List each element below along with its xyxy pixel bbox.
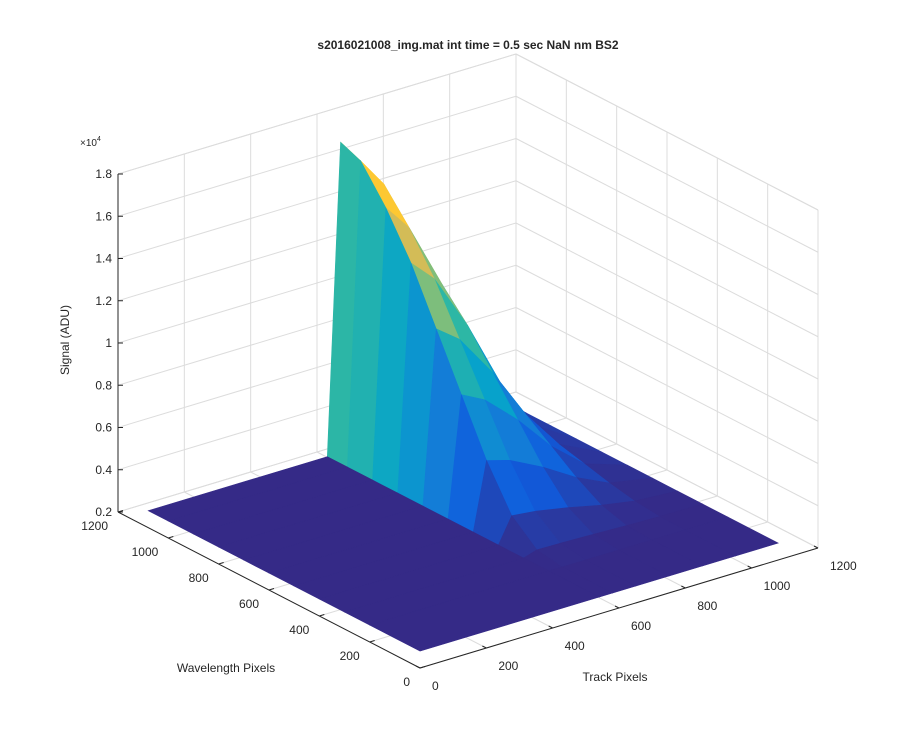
- z-tick-label: 0.8: [95, 378, 112, 392]
- y-axis-title: Wavelength Pixels: [177, 661, 275, 675]
- x-tick: [681, 585, 686, 589]
- y-tick: [168, 536, 174, 539]
- x-tick: [415, 665, 421, 669]
- y-tick-label: 1200: [81, 519, 108, 533]
- z-exponent-power: 4: [97, 136, 101, 143]
- x-tick-label: 1200: [830, 559, 857, 573]
- y-tick-label: 200: [340, 649, 360, 663]
- grid-line: [515, 95, 819, 253]
- grid-line: [117, 138, 517, 259]
- z-tick-label: 1.4: [95, 252, 112, 266]
- y-tick-label: 800: [189, 571, 209, 585]
- grid-line: [515, 349, 819, 507]
- grid-line: [515, 222, 819, 380]
- z-tick-label: 0.6: [95, 421, 112, 435]
- x-tick-label: 400: [565, 639, 585, 653]
- y-tick: [218, 562, 224, 565]
- y-tick: [268, 588, 275, 591]
- grid-line: [117, 264, 517, 386]
- y-tick-label: 600: [239, 597, 259, 611]
- grid-line: [117, 222, 517, 344]
- z-tick-label: 0.4: [95, 463, 112, 477]
- x-tick: [548, 625, 553, 629]
- z-exponent: ×104: [80, 136, 101, 149]
- z-tick-label: 1.6: [95, 209, 112, 223]
- y-tick-label: 400: [289, 623, 309, 637]
- grid-line: [515, 391, 819, 549]
- chart-title: s2016021008_img.mat int time = 0.5 sec N…: [317, 38, 618, 52]
- x-tick-label: 800: [697, 599, 717, 613]
- box-edge: [515, 53, 819, 211]
- x-tick-label: 600: [631, 619, 651, 633]
- z-axis-title: Signal (ADU): [58, 305, 72, 375]
- grid-line: [515, 264, 819, 422]
- grid-line: [515, 138, 819, 295]
- x-tick: [614, 605, 620, 609]
- y-tick: [369, 640, 375, 643]
- box-edge: [117, 53, 517, 175]
- y-tick-label: 0: [403, 675, 410, 689]
- z-tick-label: 1: [105, 336, 112, 350]
- x-axis-title: Track Pixels: [583, 670, 648, 684]
- grid-line: [117, 180, 517, 302]
- x-tick-label: 200: [498, 659, 518, 673]
- x-tick: [482, 645, 487, 649]
- y-tick: [117, 510, 124, 513]
- y-tick-label: 1000: [132, 545, 159, 559]
- x-tick: [747, 565, 752, 569]
- z-tick-label: 1.2: [95, 294, 112, 308]
- x-tick-label: 1000: [764, 579, 791, 593]
- z-exponent-base: ×10: [80, 138, 97, 149]
- y-tick: [419, 666, 426, 669]
- grid-line: [117, 95, 517, 217]
- x-tick: [813, 545, 819, 549]
- y-tick: [319, 614, 325, 617]
- z-tick-label: 1.8: [95, 167, 112, 181]
- surface-patch: [368, 570, 600, 652]
- grid-line: [515, 180, 819, 338]
- x-tick-label: 0: [432, 679, 439, 693]
- grid-line: [515, 307, 819, 464]
- z-tick-label: 0.2: [95, 505, 112, 519]
